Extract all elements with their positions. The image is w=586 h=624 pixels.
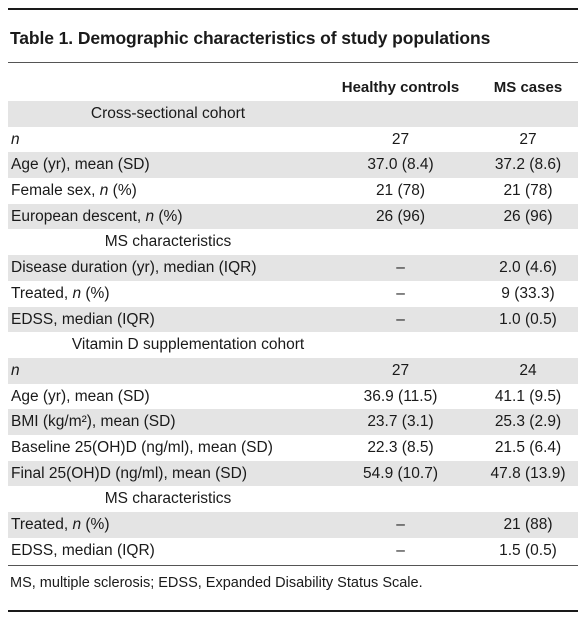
cell-ms-cases: 25.3 (2.9)	[494, 413, 562, 431]
cell-ms-cases: 26 (96)	[503, 207, 553, 225]
row-label: Baseline 25(OH)D (ng/ml), mean (SD)	[11, 438, 273, 456]
column-header-row: Healthy controls MS cases	[8, 75, 578, 101]
row-label: Age (yr), mean (SD)	[11, 156, 150, 174]
table-row: n 27 27	[8, 127, 578, 153]
table-row: EDSS, median (IQR) – 1.0 (0.5)	[8, 306, 578, 333]
section-header-row: MS characteristics	[8, 486, 578, 512]
table-row: EDSS, median (IQR) – 1.5 (0.5)	[8, 538, 578, 564]
row-label: European descent, n (%)	[11, 207, 183, 225]
cell-healthy-controls: 27	[391, 130, 410, 148]
cell-healthy-controls: 36.9 (11.5)	[363, 387, 438, 405]
cell-ms-cases: 21 (78)	[503, 182, 553, 200]
cell-ms-cases: 1.0 (0.5)	[499, 310, 557, 328]
table-row: Disease duration (yr), median (IQR) – 2.0 …	[8, 255, 578, 281]
column-header-ms-cases: MS cases	[493, 79, 563, 96]
section-label: MS characteristics	[104, 233, 232, 251]
cell-healthy-controls: 22.3 (8.5)	[367, 438, 434, 456]
section-label: MS characteristics	[104, 490, 232, 508]
row-label: EDSS, median (IQR)	[11, 541, 155, 559]
row-label: n	[11, 361, 20, 379]
footnote-rule	[8, 565, 578, 566]
cell-healthy-controls: –	[396, 259, 405, 277]
cell-ms-cases: 24	[519, 361, 537, 379]
row-label: Treated, n (%)	[11, 516, 110, 533]
section-header-row: Vitamin D supplementation cohort	[8, 332, 578, 358]
cell-healthy-controls: –	[396, 284, 405, 302]
cell-ms-cases: 1.5 (0.5)	[499, 541, 557, 559]
cell-healthy-controls: 54.9 (10.7)	[363, 464, 438, 482]
table-row: Age (yr), mean (SD) 36.9 (11.5) 41.1 (9.5)	[8, 384, 578, 410]
section-label: Cross-sectional cohort	[90, 105, 246, 122]
cell-healthy-controls: –	[396, 516, 405, 533]
cell-ms-cases: 21.5 (6.4)	[494, 438, 562, 456]
row-label: Final 25(OH)D (ng/ml), mean (SD)	[11, 464, 247, 482]
row-label: EDSS, median (IQR)	[11, 310, 155, 328]
bottom-rule	[8, 610, 578, 612]
table-row: Age (yr), mean (SD) 37.0 (8.4) 37.2 (8.6)	[8, 152, 578, 179]
table-row: Treated, n (%) – 21 (88)	[8, 512, 578, 538]
cell-ms-cases: 41.1 (9.5)	[494, 387, 562, 405]
cell-healthy-controls: 21 (78)	[375, 182, 426, 200]
table-row: n 27 24	[8, 357, 578, 384]
table-row: BMI (kg/m²), mean (SD) 23.7 (3.1) 25.3 (2.…	[8, 409, 578, 435]
row-label: Age (yr), mean (SD)	[11, 387, 150, 405]
table-row: Treated, n (%) – 9 (33.3)	[8, 281, 578, 307]
section-header-row: Cross-sectional cohort	[8, 101, 578, 127]
table-row: Final 25(OH)D (ng/ml), mean (SD) 54.9 (10…	[8, 460, 578, 487]
cell-healthy-controls: 26 (96)	[375, 207, 426, 225]
table-title: Table 1. Demographic characteristics of …	[10, 28, 491, 48]
cell-healthy-controls: 23.7 (3.1)	[367, 413, 434, 431]
section-label: Vitamin D supplementation cohort	[71, 336, 305, 354]
column-header-healthy-controls: Healthy controls	[341, 79, 460, 96]
row-label: Disease duration (yr), median (IQR)	[11, 259, 257, 277]
cell-ms-cases: 27	[519, 130, 537, 148]
table-body: Cross-sectional cohort n 27 27 Age (yr), mea…	[8, 101, 578, 563]
row-label: Treated, n (%)	[11, 284, 110, 302]
cell-ms-cases: 47.8 (13.9)	[490, 464, 566, 482]
section-header-row: MS characteristics	[8, 229, 578, 255]
cell-healthy-controls: –	[396, 310, 405, 328]
row-label: n	[11, 130, 20, 148]
table-footnote: MS, multiple sclerosis; EDSS, Expanded D…	[10, 575, 423, 591]
cell-ms-cases: 2.0 (4.6)	[499, 259, 557, 277]
row-label: Female sex, n (%)	[11, 182, 137, 200]
title-rule	[8, 62, 578, 63]
row-label: BMI (kg/m²), mean (SD)	[11, 413, 176, 431]
top-rule	[8, 8, 578, 10]
cell-ms-cases: 37.2 (8.6)	[494, 156, 562, 174]
cell-ms-cases: 21 (88)	[503, 516, 553, 533]
cell-healthy-controls: –	[396, 541, 405, 559]
table-row: European descent, n (%) 26 (96) 26 (96)	[8, 203, 578, 230]
table-row: Female sex, n (%) 21 (78) 21 (78)	[8, 178, 578, 204]
cell-healthy-controls: 27	[391, 361, 410, 379]
cell-ms-cases: 9 (33.3)	[501, 284, 555, 302]
table-row: Baseline 25(OH)D (ng/ml), mean (SD) 22.3 …	[8, 435, 578, 461]
cell-healthy-controls: 37.0 (8.4)	[367, 156, 434, 174]
